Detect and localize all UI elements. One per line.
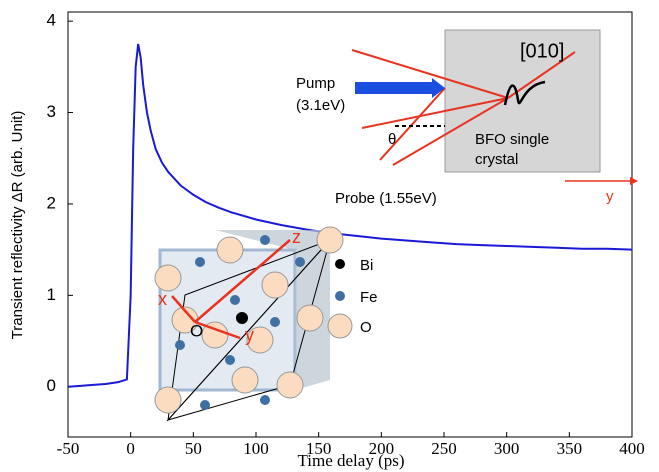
plot-area: -50 0 50 100 150 200 250 300 350 400 0 1 2 3 4 xyxy=(47,11,645,458)
x-axis-label: Time delay (ps) xyxy=(297,451,404,470)
y-tick-label: 1 xyxy=(47,285,56,304)
o-atoms xyxy=(154,226,344,414)
legend-bi xyxy=(335,259,345,269)
pump-arrow xyxy=(355,78,445,98)
plot-frame xyxy=(67,11,633,438)
axis-y xyxy=(194,320,241,340)
ray xyxy=(379,87,446,161)
annotation: O xyxy=(360,319,372,336)
x-tick-label: 400 xyxy=(619,439,645,458)
ray xyxy=(507,51,576,99)
legend-o xyxy=(327,313,353,339)
y-axis-label: Transient reflectivity ΔR (arb. Unit) xyxy=(9,111,26,340)
axis-z xyxy=(194,239,291,323)
annotation: Probe (1.55eV) xyxy=(335,190,437,207)
structure-inset: z x O y Bi Fe O xyxy=(154,226,378,422)
x-tick-label: 100 xyxy=(243,439,269,458)
x-tick-label: -50 xyxy=(57,439,80,458)
x-tick-label: 250 xyxy=(431,439,457,458)
x-tick-label: 200 xyxy=(369,439,395,458)
legend-fe xyxy=(335,291,345,301)
y-tick-label: 2 xyxy=(47,193,56,212)
annotation: Fe xyxy=(360,289,378,306)
arrow-head xyxy=(630,177,638,185)
x-tick-label: 300 xyxy=(494,439,520,458)
x-tick-label: 350 xyxy=(557,439,583,458)
y-tick-label: 3 xyxy=(47,102,56,121)
annotation: crystal xyxy=(475,151,518,168)
annotation: z xyxy=(292,227,301,247)
fe-atoms xyxy=(175,235,305,410)
annotation: θ xyxy=(388,131,396,148)
geometry-inset: [010] Pump (3.1eV) θ BFO single crystal … xyxy=(296,29,638,207)
ray xyxy=(361,97,509,129)
bi-atom xyxy=(236,312,248,324)
data-line xyxy=(67,43,633,388)
annotation: Pump xyxy=(296,75,335,92)
y-tick-label: 4 xyxy=(47,11,56,30)
annotation: Bi xyxy=(360,257,373,274)
axis-x xyxy=(171,295,196,323)
cell-face xyxy=(215,230,330,390)
x-tick-label: 150 xyxy=(306,439,332,458)
annotation: O xyxy=(190,321,203,340)
annotation: BFO single xyxy=(475,131,549,148)
annotation: y xyxy=(245,325,254,345)
x-tick-label: 0 xyxy=(126,439,135,458)
y-tick-label: 0 xyxy=(47,376,56,395)
ray xyxy=(351,49,509,99)
ray xyxy=(392,97,509,166)
annotation: x xyxy=(158,289,167,309)
polarization xyxy=(503,80,546,106)
x-tick-label: 50 xyxy=(185,439,202,458)
annotation: (3.1eV) xyxy=(296,97,345,114)
annotation: [010] xyxy=(520,40,564,62)
annotation: y xyxy=(606,188,614,205)
